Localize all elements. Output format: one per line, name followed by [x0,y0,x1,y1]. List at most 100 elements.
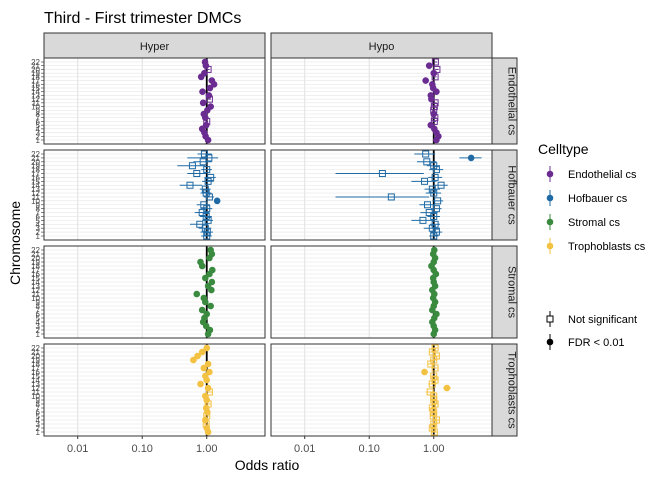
y-tick-label: 16 [31,270,40,279]
point-significant [421,368,428,376]
row-strip [491,57,518,145]
y-tick-label: 7 [36,114,41,123]
panel-border [43,149,266,241]
point-not-significant [425,209,433,217]
legend-celltype-label: Stromal cs [568,217,620,229]
y-tick-label: 3 [36,224,41,233]
row-strip-label: Endothelial cs [506,67,518,136]
legend-key-point [546,170,554,178]
legend-key-filled-circle [546,338,554,346]
point-significant [202,392,209,400]
point-not-significant [431,173,439,181]
y-tick-label: 15 [31,177,40,186]
point-significant [198,306,206,314]
point-not-significant [430,392,438,400]
y-tick-label: 17 [31,170,40,179]
y-tick-label: 2 [36,326,41,335]
y-tick-label: 14 [31,376,40,385]
y-tick-label: 6 [36,212,41,221]
panel-border [43,343,266,437]
point-not-significant [193,170,201,178]
point-not-significant [428,424,436,432]
y-tick-label: 12 [31,286,40,295]
y-tick-label: 1 [36,232,41,241]
point-significant [207,246,214,254]
y-tick-label: 10 [31,294,40,303]
point-significant [202,372,209,380]
point-not-significant [431,400,439,408]
point-significant [467,154,475,162]
row-strip-label: Stromal cs [506,266,518,318]
y-tick-label: 20 [31,254,40,263]
y-tick-label: 11 [32,290,41,299]
panel-border [43,57,266,145]
y-tick-label: 9 [36,298,41,307]
y-tick-label: 19 [31,258,40,267]
point-significant [207,103,214,110]
y-tick-label: 4 [36,416,41,425]
panel-background [271,58,492,144]
x-axis-label: Odds ratio [235,457,300,473]
panel-3-0 [43,343,266,437]
y-tick-label: 10 [31,392,40,401]
row-strip [491,245,518,339]
y-tick-label: 13 [31,91,40,100]
col-strip-hypo [270,32,493,59]
y-tick-label: 21 [31,154,40,163]
point-not-significant [430,396,438,404]
y-tick-label: 16 [31,368,40,377]
point-not-significant [378,170,386,178]
point-not-significant [202,189,210,197]
y-tick-label: 8 [36,110,41,119]
y-tick-label: 1 [36,136,41,145]
point-significant [429,80,436,88]
point-not-significant [207,173,215,181]
row-strip [491,149,518,241]
point-not-significant [433,65,441,73]
x-tick-label: 0.10 [359,443,380,455]
y-tick-label: 9 [36,396,41,405]
y-tick-label: 17 [31,364,40,373]
y-tick-label: 15 [31,372,40,381]
x-tick-label: 1.00 [423,443,444,455]
point-not-significant [434,197,442,205]
point-not-significant [429,412,437,420]
y-tick-label: 13 [31,282,40,291]
x-tick-label: 1.00 [196,443,217,455]
point-not-significant [200,150,208,158]
point-significant [201,58,209,66]
panel-background [44,246,265,338]
point-significant [427,92,435,99]
y-tick-label: 5 [36,216,41,225]
point-significant [208,77,216,84]
y-tick-label: 4 [36,220,41,229]
y-tick-label: 5 [36,314,41,323]
point-not-significant [431,344,439,352]
point-significant [209,266,216,274]
point-significant [205,92,213,99]
legend-key-point [546,218,554,226]
point-significant [203,344,211,352]
point-not-significant [201,224,209,232]
point-significant [422,77,429,84]
point-not-significant [423,158,431,166]
y-tick-label: 14 [31,88,40,97]
point-not-significant [428,185,436,193]
x-tick-label: 0.01 [294,443,315,455]
legend-significance-label: FDR < 0.01 [568,337,625,349]
point-significant [202,121,210,129]
point-not-significant [188,162,196,170]
y-tick-label: 8 [36,205,41,214]
point-significant [200,364,208,372]
point-significant [425,62,433,70]
y-tick-label: 19 [31,356,40,365]
y-tick-label: 3 [36,420,41,429]
y-tick-label: 2 [36,132,41,141]
legend-celltype-label: Trophoblasts cs [568,241,646,253]
point-significant [199,99,207,107]
y-tick-label: 15 [31,274,40,283]
y-tick-label: 12 [31,189,40,198]
point-not-significant [430,428,438,436]
point-significant [202,404,210,412]
point-significant [208,278,216,286]
